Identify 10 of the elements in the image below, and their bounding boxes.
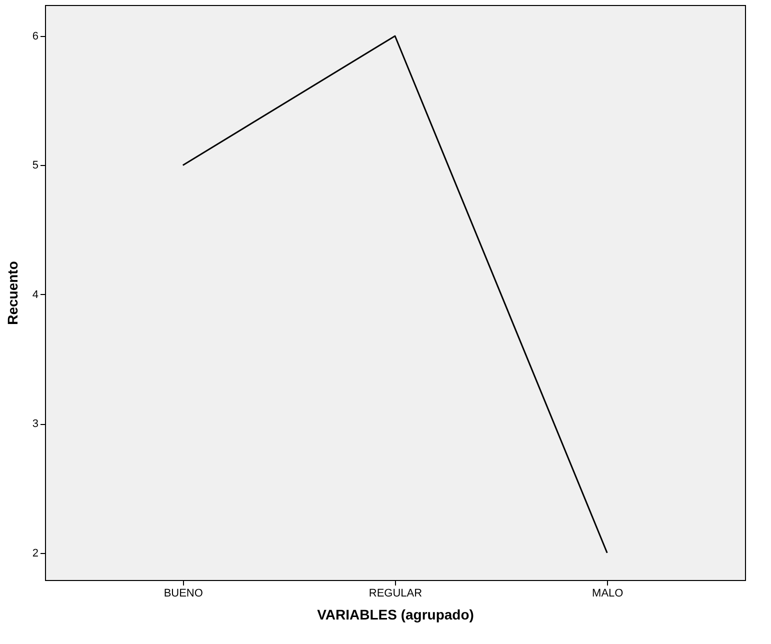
x-tick-label: BUENO	[164, 588, 204, 600]
y-axis-title: Recuento	[4, 261, 20, 325]
y-tick-label: 5	[32, 160, 38, 172]
y-tick-label: 3	[32, 418, 38, 430]
x-axis-title: VARIABLES (agrupado)	[317, 606, 474, 622]
x-tick-label: MALO	[592, 588, 624, 600]
y-tick-label: 4	[32, 288, 38, 301]
x-tick-label: REGULAR	[368, 588, 422, 600]
y-tick-label: 2	[32, 547, 38, 560]
y-tick-label: 6	[32, 30, 38, 43]
